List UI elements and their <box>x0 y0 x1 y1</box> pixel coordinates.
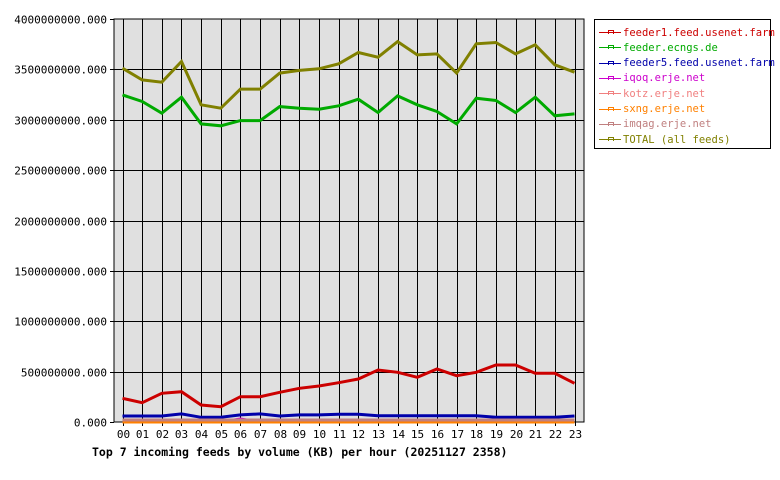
series-line <box>121 39 576 110</box>
legend-line-marker-icon <box>599 59 621 68</box>
chart-title: Top 7 incoming feeds by volume (KB) per … <box>92 445 507 459</box>
x-tick-label: 17 <box>451 428 464 441</box>
y-tick-label: 2500000000.000 <box>14 165 107 178</box>
x-tick-label: 22 <box>549 428 562 441</box>
x-tick-label: 16 <box>431 428 444 441</box>
x-tick-label: 04 <box>195 428 209 441</box>
x-axis: 00 01 02 03 04 05 06 07 08 09 10 11 12 13 14 15 16 17 18 19… <box>117 428 582 441</box>
legend-label: feeder5.feed.usenet.farm <box>623 57 775 70</box>
legend-item: kotz.erje.net <box>599 86 705 101</box>
legend-label: imqag.erje.net <box>623 118 712 131</box>
x-tick-label: 01 <box>136 428 149 441</box>
legend-item: sxng.erje.net <box>599 102 705 117</box>
legend-item: iqoq.erje.net <box>599 71 705 86</box>
x-tick-label: 02 <box>156 428 169 441</box>
y-tick-label: 500000000.000 <box>21 367 107 380</box>
legend-line-marker-icon <box>599 28 621 37</box>
y-tick-label: 1500000000.000 <box>14 266 107 279</box>
x-tick-label: 19 <box>490 428 503 441</box>
x-tick-label: 21 <box>529 428 542 441</box>
x-tick-label: 15 <box>411 428 424 441</box>
x-tick-label: 13 <box>372 428 385 441</box>
legend-item: feeder.ecngs.de <box>599 40 718 55</box>
y-tick-label: 3500000000.000 <box>14 64 107 77</box>
x-tick-label: 18 <box>470 428 483 441</box>
x-tick-label: 00 <box>117 428 130 441</box>
x-tick-label: 23 <box>569 428 582 441</box>
y-tick-label: 1000000000.000 <box>14 316 107 329</box>
x-tick-label: 05 <box>215 428 228 441</box>
legend-label: iqoq.erje.net <box>623 72 706 85</box>
series-line <box>122 93 575 128</box>
x-tick-label: 11 <box>333 428 346 441</box>
y-axis: 0.000 500000000.000 1000000000.000 15000000… <box>14 14 114 430</box>
plot-area <box>113 18 585 423</box>
legend-label: feeder.ecngs.de <box>623 41 718 54</box>
legend-label: kotz.erje.net <box>623 87 706 100</box>
x-tick-label: 06 <box>234 428 247 441</box>
x-tick-label: 12 <box>352 428 365 441</box>
x-tick-label: 20 <box>510 428 523 441</box>
legend-item: feeder1.feed.usenet.farm <box>599 25 775 40</box>
x-tick-label: 08 <box>274 428 287 441</box>
x-tick-label: 10 <box>313 428 326 441</box>
y-tick-label: 2000000000.000 <box>14 216 107 229</box>
series-lines <box>121 39 576 424</box>
legend-line-marker-icon <box>599 120 621 129</box>
legend-line-marker-icon <box>599 89 621 98</box>
legend-item: TOTAL (all feeds) <box>599 132 730 147</box>
legend-label: feeder1.feed.usenet.farm <box>623 26 775 39</box>
legend-line-marker-icon <box>599 105 621 114</box>
x-tick-label: 03 <box>175 428 188 441</box>
y-tick-label: 0.000 <box>74 417 107 430</box>
x-tick-label: 09 <box>293 428 306 441</box>
legend-label: sxng.erje.net <box>623 103 706 115</box>
y-tick-label: 3000000000.000 <box>14 115 107 128</box>
x-tick-label: 07 <box>254 428 267 441</box>
legend-label: TOTAL (all feeds) <box>623 133 731 146</box>
legend-line-marker-icon <box>599 135 621 144</box>
x-tick-label: 14 <box>392 428 406 441</box>
y-tick-label: 4000000000.000 <box>14 14 107 27</box>
legend-item: imqag.erje.net <box>599 117 712 132</box>
legend-line-marker-icon <box>599 74 621 83</box>
legend-line-marker-icon <box>599 43 621 52</box>
legend: feeder1.feed.usenet.farm feeder.ecngs.de f… <box>594 19 775 149</box>
grid-lines <box>114 19 584 426</box>
legend-item: feeder5.feed.usenet.farm <box>599 56 775 71</box>
series-line <box>122 363 576 409</box>
series-line <box>122 412 575 419</box>
